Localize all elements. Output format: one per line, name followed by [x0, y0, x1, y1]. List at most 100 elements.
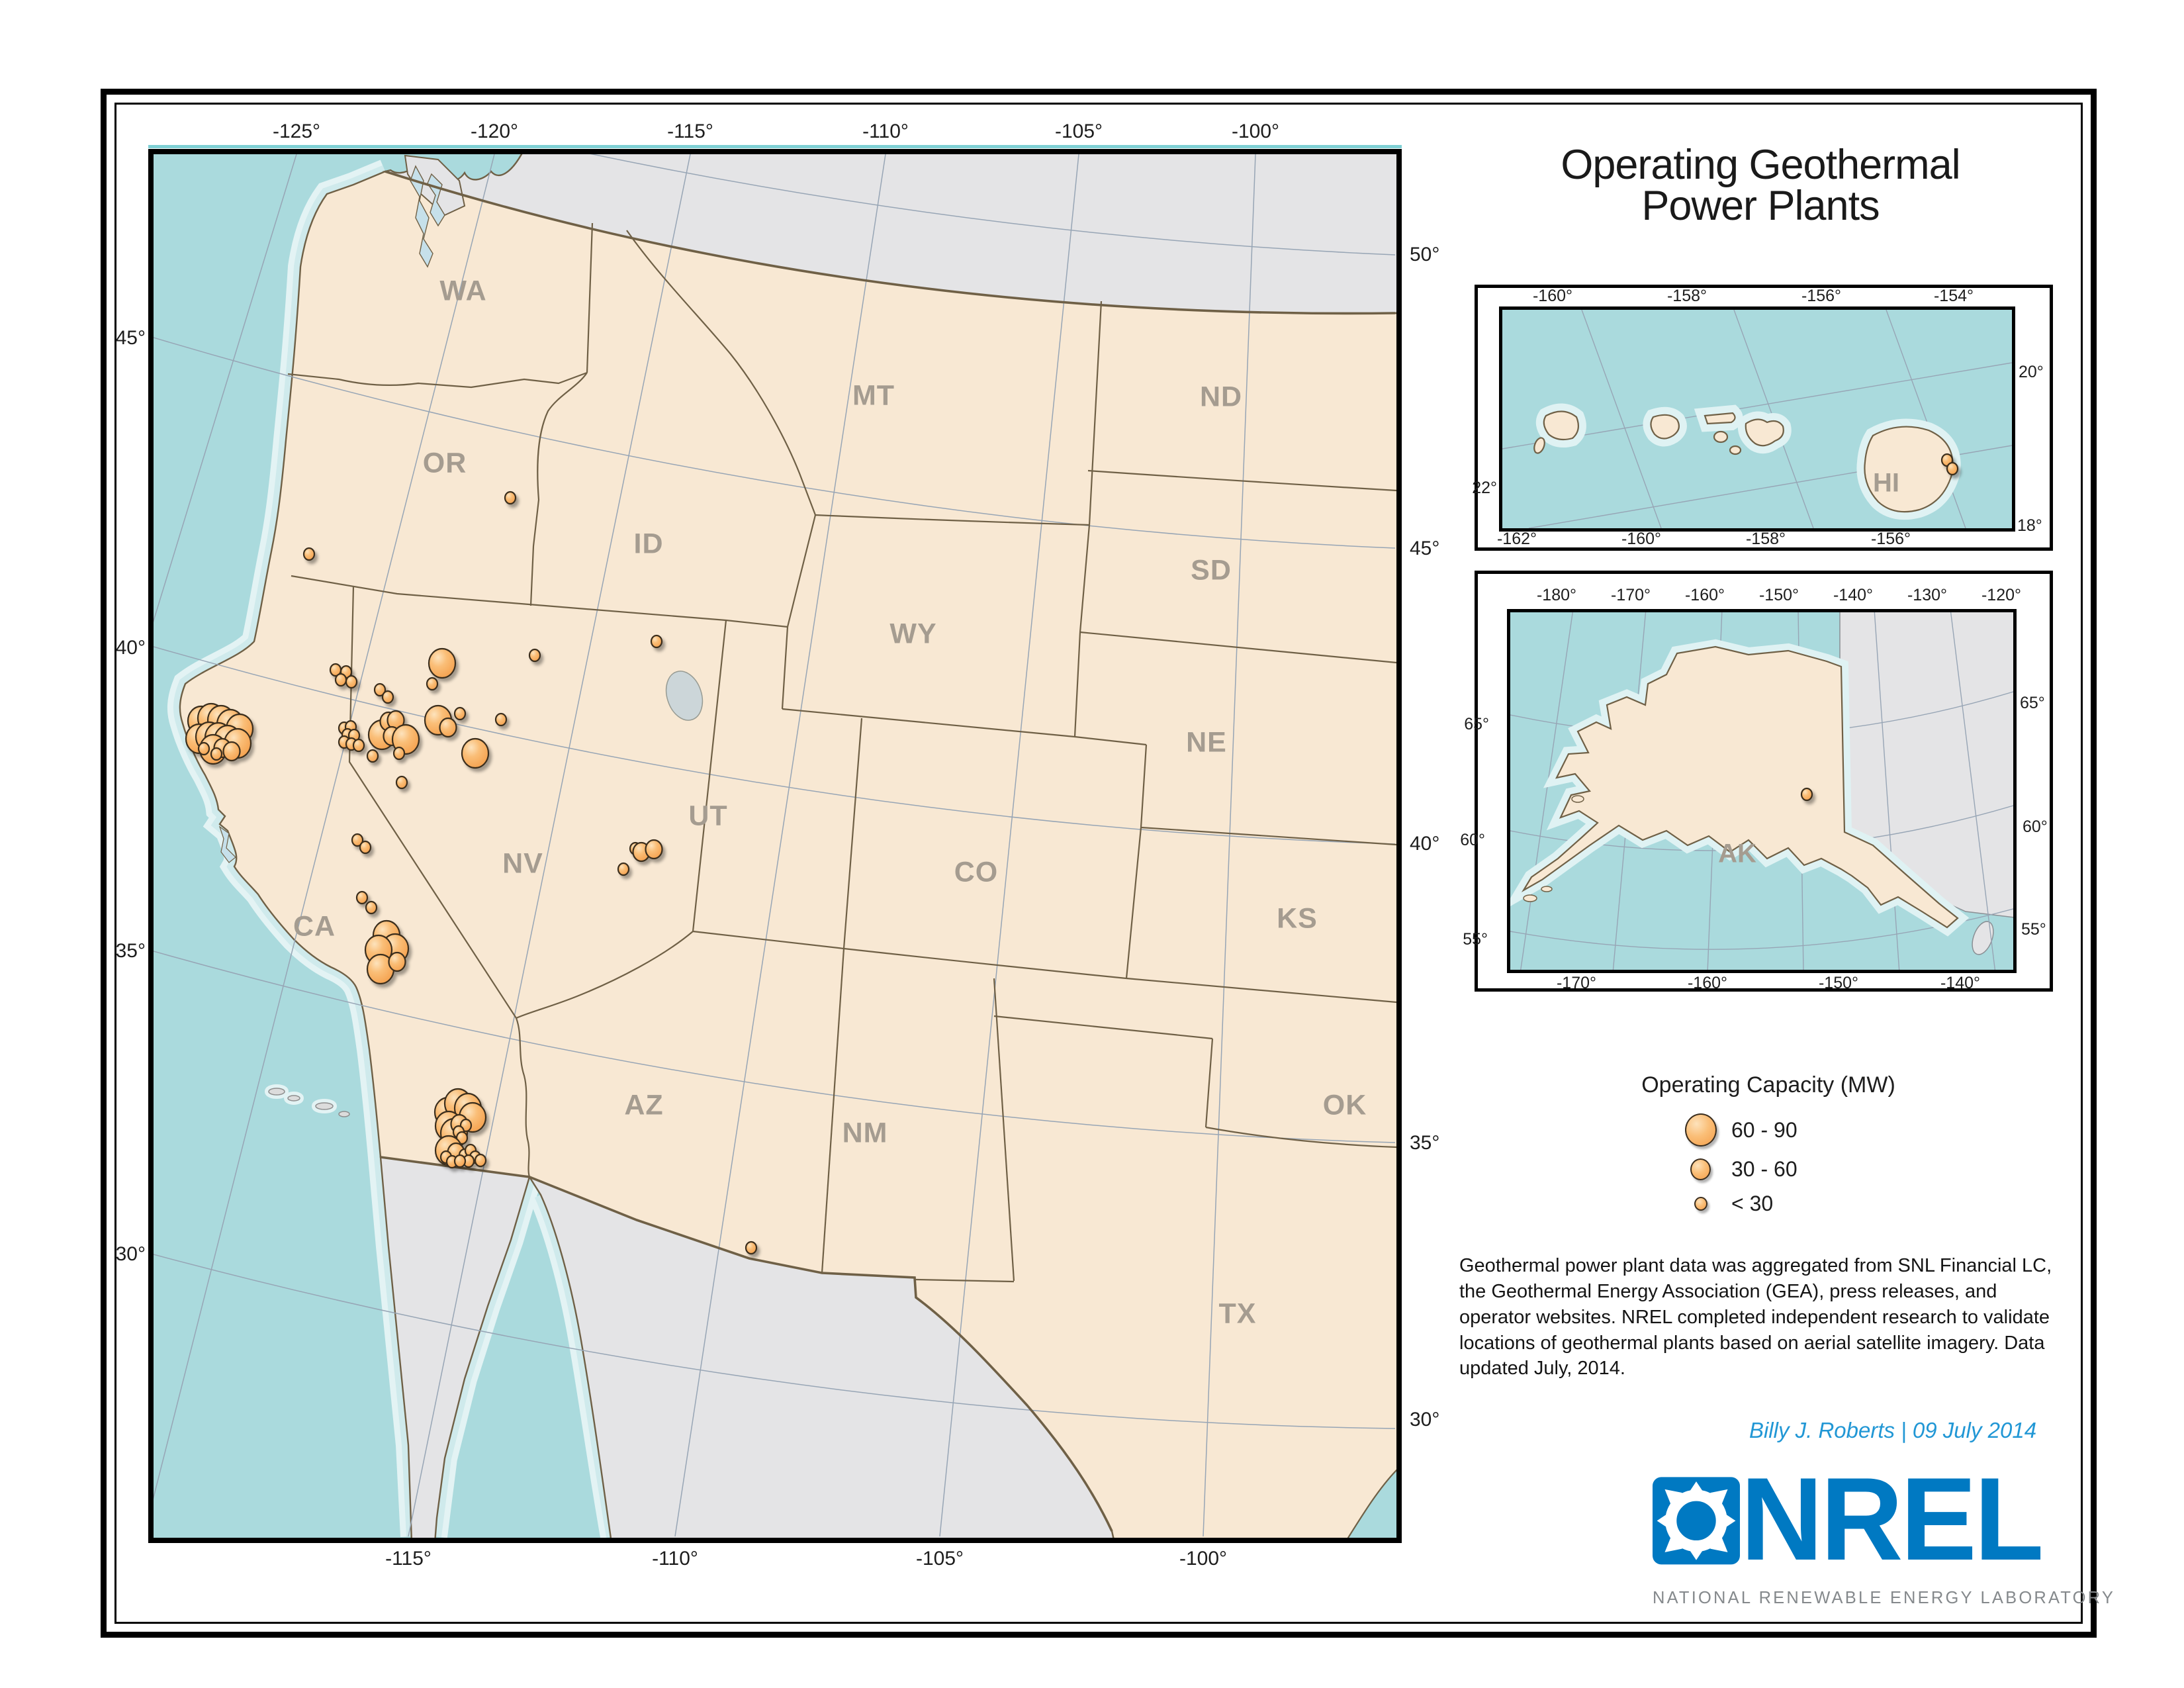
legend-item-medium: 30 - 60	[1690, 1157, 1797, 1182]
axis-right-tick: 30°	[1410, 1409, 1440, 1430]
map-top-accent-line	[148, 145, 1402, 148]
state-label-id: ID	[633, 528, 664, 560]
axis-left-tick: 40°	[115, 637, 146, 659]
nrel-tagline: NATIONAL RENEWABLE ENERGY LABORATORY	[1653, 1589, 2116, 1607]
axis-bottom-tick: -110°	[652, 1548, 698, 1570]
state-label-tx: TX	[1218, 1297, 1257, 1330]
plant-dots-alaska	[1800, 787, 1813, 802]
state-label-ca: CA	[293, 910, 336, 943]
legend-item-large: 60 - 90	[1685, 1113, 1797, 1147]
ak-tick: -160°	[1684, 586, 1725, 604]
ak-tick: 60°	[2023, 818, 2048, 836]
axis-top-tick: -110°	[862, 120, 909, 142]
hawaii-inset-map	[1499, 306, 2015, 532]
axis-right-tick: 35°	[1410, 1132, 1440, 1154]
ak-tick: 65°	[1464, 715, 1489, 733]
state-label-az: AZ	[624, 1089, 664, 1121]
state-label-nm: NM	[842, 1117, 888, 1149]
page-title: Operating Geothermal Power Plants	[1463, 142, 2058, 229]
axis-top-tick: -125°	[272, 120, 321, 142]
alaska-land	[1510, 639, 1970, 937]
axis-right-tick: 40°	[1410, 833, 1440, 855]
nrel-wordmark: NREL	[1741, 1453, 2044, 1585]
plant-dots-hawaii	[1940, 453, 1959, 476]
ak-tick: -170°	[1556, 974, 1597, 992]
state-label-wa: WA	[439, 275, 487, 307]
legend-item-small: < 30	[1694, 1192, 1773, 1216]
ak-tick: -150°	[1818, 974, 1859, 992]
hawaii-islands	[1533, 403, 1961, 520]
alaska-inset-map	[1507, 609, 2017, 973]
state-borders	[287, 222, 1396, 1283]
ak-tick: -120°	[1981, 586, 2022, 604]
nrel-logo-icon	[1653, 1477, 1740, 1565]
hi-tick: -156°	[1870, 530, 1911, 548]
axis-top-tick: -120°	[470, 120, 519, 142]
hi-tick: -154°	[1933, 287, 1974, 305]
legend-title: Operating Capacity (MW)	[1641, 1072, 1895, 1098]
state-label-ks: KS	[1277, 902, 1318, 935]
axis-left-tick: 45°	[115, 327, 146, 349]
state-label-wy: WY	[889, 618, 937, 650]
state-label-co: CO	[954, 856, 999, 888]
ak-tick: 60°	[1460, 831, 1485, 849]
state-label-nv: NV	[502, 847, 543, 880]
ak-tick: -150°	[1758, 586, 1799, 604]
main-map-art	[154, 154, 1396, 1538]
poster-outer-border	[101, 89, 2097, 1638]
legend-label: < 30	[1731, 1192, 1774, 1215]
axis-left-tick: 30°	[115, 1243, 146, 1265]
graticule	[154, 154, 1396, 1537]
hi-tick: -156°	[1801, 287, 1842, 305]
state-label-sd: SD	[1191, 554, 1232, 586]
legend-circle-small	[1694, 1197, 1707, 1211]
state-label-mt: MT	[852, 379, 895, 412]
ak-tick: -180°	[1536, 586, 1577, 604]
axis-top-tick: -105°	[1054, 120, 1103, 142]
state-label-ut: UT	[688, 800, 728, 832]
source-text: Geothermal power plant data was aggregat…	[1459, 1255, 2052, 1380]
ak-tick: -160°	[1687, 974, 1728, 992]
legend-label: 30 - 60	[1731, 1157, 1797, 1181]
main-map	[148, 149, 1402, 1543]
state-label-nd: ND	[1199, 381, 1243, 413]
credit-line: Billy J. Roberts | 09 July 2014	[1749, 1418, 2037, 1442]
international-borders	[380, 170, 1396, 1532]
legend-circle-medium	[1690, 1158, 1711, 1180]
hi-tick: 20°	[2019, 363, 2044, 381]
axis-top-tick: -115°	[667, 120, 713, 142]
ak-tick: -130°	[1907, 586, 1948, 604]
axis-right-tick: 45°	[1410, 538, 1440, 559]
hi-tick: -162°	[1496, 530, 1537, 548]
hi-tick: 18°	[2017, 516, 2042, 535]
state-label-ok: OK	[1322, 1089, 1367, 1121]
plant-dots-main	[185, 491, 758, 1255]
hawaii-label: HI	[1873, 468, 1899, 498]
axis-bottom-tick: -115°	[385, 1548, 432, 1570]
ak-tick: -140°	[1940, 974, 1981, 992]
hi-tick: -158°	[1745, 530, 1786, 548]
legend-label: 60 - 90	[1731, 1117, 1797, 1142]
state-label-or: OR	[422, 447, 467, 479]
axis-right-tick: 50°	[1410, 244, 1440, 265]
ak-tick: 55°	[2021, 920, 2046, 939]
hi-tick: -158°	[1666, 287, 1707, 305]
alaska-label: AK	[1718, 839, 1756, 868]
ak-tick: 65°	[2020, 694, 2045, 712]
baja-land	[379, 1156, 531, 1538]
hi-tick: -160°	[1532, 287, 1573, 305]
title-line-1: Operating Geothermal	[1561, 142, 1960, 188]
ak-tick: 55°	[1463, 930, 1488, 949]
poster-inner-border	[114, 103, 2083, 1624]
ak-tick: -170°	[1610, 586, 1651, 604]
title-line-2: Power Plants	[1641, 183, 1880, 229]
axis-left-tick: 35°	[115, 940, 146, 962]
gulf-of-mexico	[1347, 1469, 1396, 1538]
axis-top-tick: -100°	[1231, 120, 1280, 142]
ak-tick: -140°	[1833, 586, 1874, 604]
hi-tick: -160°	[1621, 530, 1662, 548]
state-label-ne: NE	[1186, 726, 1227, 759]
legend-circle-large	[1685, 1113, 1717, 1147]
axis-bottom-tick: -105°	[915, 1548, 964, 1570]
hi-tick: 22°	[1472, 479, 1497, 497]
